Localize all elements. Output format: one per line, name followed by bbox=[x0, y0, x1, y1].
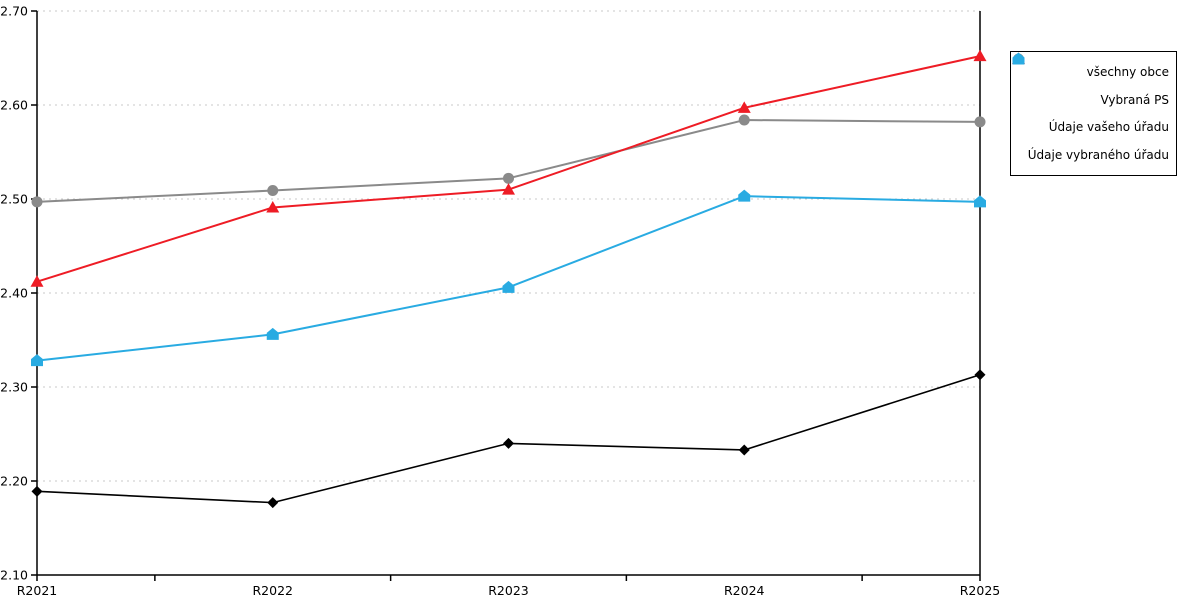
x-tick-label: R2023 bbox=[488, 583, 529, 598]
legend-item: všechny obce bbox=[1013, 53, 1169, 79]
legend-item-label: Vybraná PS bbox=[1100, 92, 1169, 107]
series-line-3 bbox=[36, 195, 981, 362]
y-tick-label: 2.20 bbox=[0, 474, 28, 489]
y-tick-label: 2.60 bbox=[0, 98, 28, 113]
data-point-marker bbox=[266, 200, 280, 213]
data-point-marker bbox=[31, 485, 43, 497]
legend-item: Údaje vybraného úřadu bbox=[1012, 52, 1169, 163]
legend-item-label: všechny obce bbox=[1086, 64, 1169, 79]
data-point-marker bbox=[974, 195, 986, 208]
data-point-marker bbox=[503, 172, 514, 184]
legend-item-label: Údaje vybraného úřadu bbox=[1027, 148, 1169, 163]
y-tick-label: 2.30 bbox=[0, 380, 28, 395]
legend-item-label: Údaje vašeho úřadu bbox=[1048, 120, 1169, 135]
legend: všechny obce Vybraná PS Údaje vašeho úřadu… bbox=[1010, 51, 1177, 176]
data-point-marker bbox=[973, 49, 987, 62]
x-tick-label: R2021 bbox=[17, 583, 58, 598]
x-tick-label: R2024 bbox=[724, 583, 765, 598]
data-point-marker bbox=[738, 444, 750, 456]
data-point-marker bbox=[974, 369, 986, 381]
data-point-marker bbox=[31, 354, 43, 367]
y-tick-label: 2.70 bbox=[0, 4, 28, 19]
series-line-2 bbox=[36, 55, 981, 283]
data-point-marker bbox=[738, 189, 751, 202]
y-tick-label: 2.10 bbox=[0, 568, 28, 583]
pentagon-marker-icon bbox=[1012, 52, 1025, 65]
x-tick-label: R2025 bbox=[960, 583, 1001, 598]
y-tick-label: 2.40 bbox=[0, 286, 28, 301]
data-point-marker bbox=[267, 185, 279, 197]
data-point-marker bbox=[503, 437, 514, 449]
data-point-marker bbox=[502, 183, 515, 195]
data-point-marker bbox=[31, 196, 43, 208]
data-point-marker bbox=[266, 327, 279, 340]
y-tick-label: 2.50 bbox=[0, 192, 28, 207]
data-point-marker bbox=[737, 101, 751, 113]
data-point-marker bbox=[502, 280, 515, 293]
data-point-marker bbox=[267, 497, 279, 509]
legend-item: Vybraná PS bbox=[1013, 53, 1169, 107]
data-point-marker bbox=[30, 275, 44, 287]
x-tick-label: R2022 bbox=[253, 583, 294, 598]
data-point-marker bbox=[974, 116, 986, 128]
legend-item: Údaje vašeho úřadu bbox=[1012, 52, 1169, 135]
data-point-marker bbox=[738, 114, 750, 126]
